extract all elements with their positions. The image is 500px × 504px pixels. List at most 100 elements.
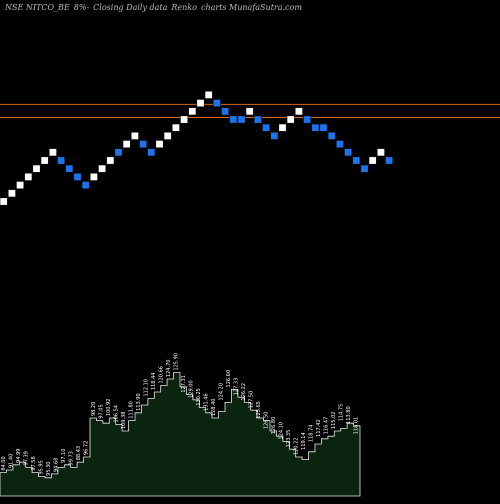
volume-label: 125.90 xyxy=(173,353,179,371)
renko-brick-up xyxy=(7,189,16,198)
volume-label: 115.02 xyxy=(331,412,337,430)
volume-label: 97.05 xyxy=(98,404,104,418)
renko-brick-down xyxy=(262,123,271,132)
volume-label: 120.22 xyxy=(293,438,299,456)
renko-bricks xyxy=(0,90,394,206)
renko-brick-up xyxy=(171,123,180,132)
volume-label: 100.92 xyxy=(106,399,112,417)
renko-brick-up xyxy=(16,181,25,190)
volume-label: 127.50 xyxy=(248,391,254,409)
renko-brick-up xyxy=(188,107,197,116)
volume-label: 97.58 xyxy=(31,456,37,470)
renko-brick-down xyxy=(270,131,279,140)
renko-brick-up xyxy=(106,156,115,165)
description-label: Closing Daily data xyxy=(93,3,168,12)
renko-brick-down xyxy=(311,123,320,132)
volume-area-fill xyxy=(0,372,361,497)
volume-label: 114.75 xyxy=(338,404,344,422)
renko-brick-down xyxy=(147,148,156,157)
volume-label: 111.80 xyxy=(128,401,134,419)
volume-label: 117.42 xyxy=(316,419,322,437)
volume-label: 95.30 xyxy=(46,462,52,476)
volume-label: 126.22 xyxy=(241,383,247,401)
volume-label: 125.65 xyxy=(256,401,262,419)
renko-brick-down xyxy=(319,123,328,132)
volume-label: 128.40 xyxy=(211,399,217,417)
renko-brick-down xyxy=(221,107,230,116)
renko-brick-up xyxy=(204,90,213,99)
volume-label: 119.14 xyxy=(301,432,307,450)
renko-brick-up xyxy=(89,172,98,181)
renko-brick-up xyxy=(98,164,107,173)
renko-brick-down xyxy=(335,140,344,149)
volume-label: 127.33 xyxy=(233,378,239,396)
renko-brick-up xyxy=(130,131,139,140)
renko-brick-up xyxy=(368,156,377,165)
volume-label: 113.80 xyxy=(346,406,352,424)
renko-brick-down xyxy=(57,156,66,165)
renko-brick-up xyxy=(245,107,254,116)
volume-label: 94.99 xyxy=(16,449,22,463)
volume-label: 95.95 xyxy=(38,460,44,474)
volume-label: 126.60 xyxy=(226,370,232,388)
volume-label: 124.10 xyxy=(278,422,284,440)
chart-kind-label: Renko xyxy=(171,3,197,12)
renko-brick-down xyxy=(303,115,312,124)
volume-label: 96.72 xyxy=(83,441,89,455)
volume-area xyxy=(0,372,361,497)
renko-brick-down xyxy=(65,164,74,173)
renko-brick-up xyxy=(0,197,8,206)
volume-label: 97.10 xyxy=(61,449,67,463)
renko-brick-down xyxy=(81,181,90,190)
renko-brick-down xyxy=(360,164,369,173)
volume-label: 98.20 xyxy=(91,402,97,416)
renko-brick-up xyxy=(278,123,287,132)
renko-brick-up xyxy=(122,140,131,149)
renko-brick-up xyxy=(376,148,385,157)
volume-labels: 84.00 91.40 94.99 97.39 97.58 95.95 95.30 94.68… xyxy=(1,353,359,476)
volume-label: 84.00 xyxy=(1,456,7,470)
renko-brick-down xyxy=(385,156,394,165)
renko-brick-down xyxy=(237,115,246,124)
volume-label: 129.00 xyxy=(188,380,194,398)
renko-brick-up xyxy=(294,107,303,116)
volume-label: 113.90 xyxy=(136,393,142,411)
volume-label: 112.10 xyxy=(143,379,149,397)
renko-brick-up xyxy=(32,164,41,173)
renko-brick-down xyxy=(352,156,361,165)
volume-label: 130.25 xyxy=(196,388,202,406)
resistance-lines xyxy=(0,103,500,118)
renko-brick-up xyxy=(40,156,49,165)
volume-label: 116.01 xyxy=(353,417,359,435)
volume-label: 124.20 xyxy=(218,383,224,401)
renko-brick-down xyxy=(327,131,336,140)
volume-label: 123.35 xyxy=(286,430,292,448)
renko-brick-down xyxy=(253,115,262,124)
renko-brick-up xyxy=(155,140,164,149)
volume-label: 97.39 xyxy=(23,451,29,465)
volume-label: 91.40 xyxy=(8,454,14,468)
volume-label: 126.50 xyxy=(263,412,269,430)
chart-title: NSE NITCO_BE 8%- Closing Daily data Renko ch… xyxy=(5,3,306,12)
renko-brick-down xyxy=(73,172,82,181)
renko-brick-down xyxy=(229,115,238,124)
volume-label: 124.70 xyxy=(166,360,172,378)
renko-brick-up xyxy=(180,115,189,124)
renko-brick-down xyxy=(212,99,221,108)
symbol-label: NSE NITCO_BE xyxy=(5,3,70,12)
renko-brick-up xyxy=(196,99,205,108)
volume-label: 106.54 xyxy=(113,405,119,423)
volume-label: 109.38 xyxy=(121,412,127,430)
volume-label: 126.80 xyxy=(271,417,277,435)
volume-label: 118.74 xyxy=(308,425,314,443)
renko-brick-down xyxy=(344,148,353,157)
volume-label: 127.31 xyxy=(181,375,187,393)
renko-brick-up xyxy=(163,131,172,140)
renko-brick-down xyxy=(139,140,148,149)
volume-label: 116.47 xyxy=(323,417,329,435)
volume-label: 88.43 xyxy=(76,446,82,460)
change-label: 8%- xyxy=(73,3,90,12)
volume-label: 99.73 xyxy=(68,451,74,465)
